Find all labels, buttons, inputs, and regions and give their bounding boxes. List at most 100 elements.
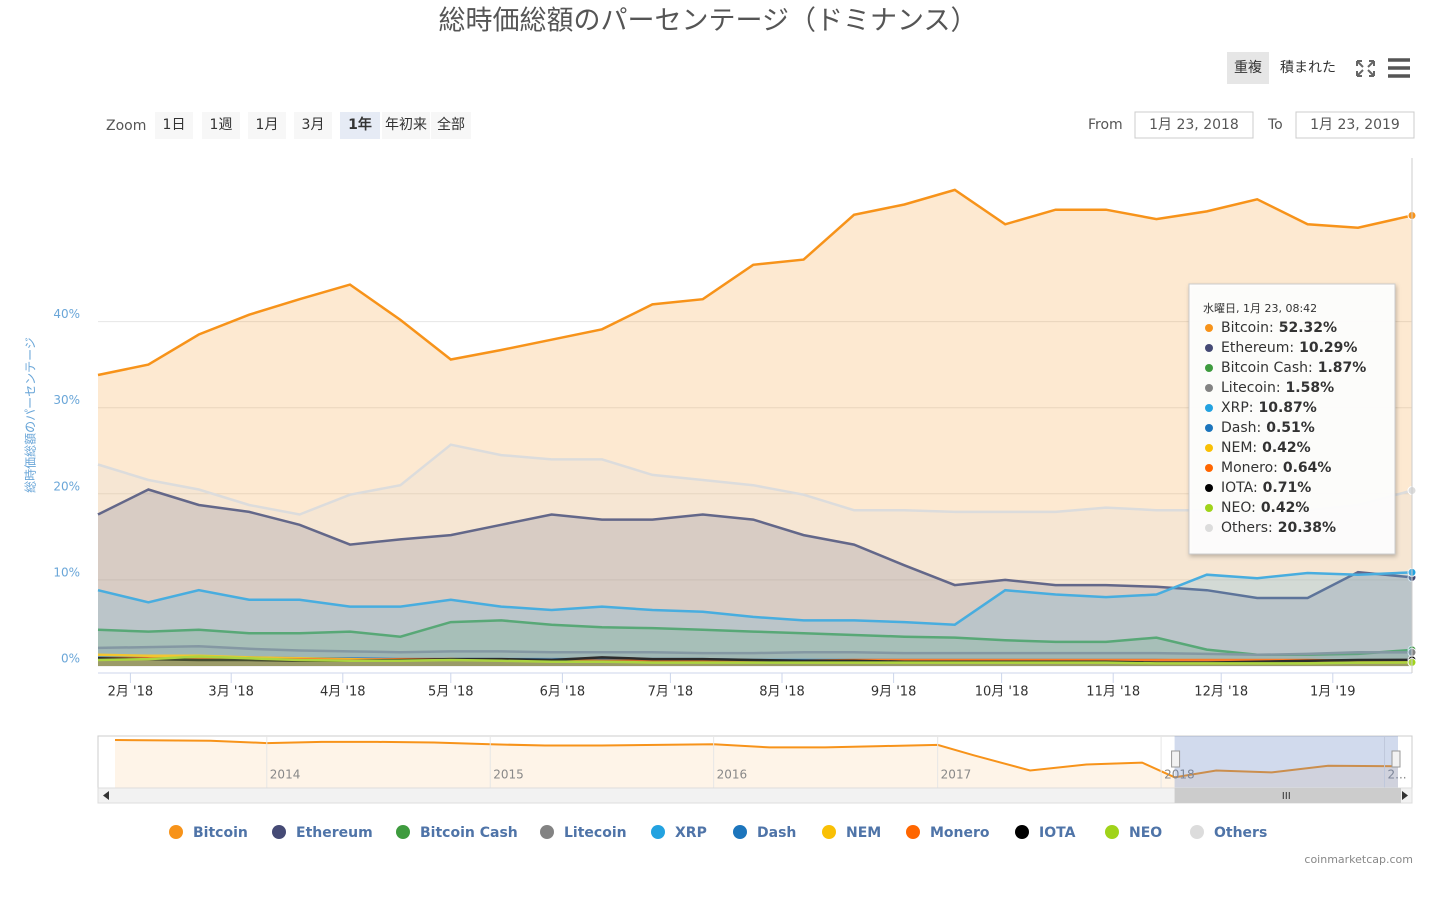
tooltip-item: Bitcoin Cash: 1.87% [1221,360,1366,376]
legend-item[interactable]: Ethereum [296,825,373,841]
legend-dot [906,825,920,839]
stacked-button[interactable]: 積まれた [1280,60,1336,76]
tooltip-dot [1205,424,1213,432]
to-input[interactable] [1295,111,1415,139]
scroll-right[interactable] [1402,791,1408,800]
scroll-left[interactable] [103,791,109,800]
tooltip-value: 10.87% [1258,400,1316,416]
y-tick-label: 10% [53,565,80,579]
zoom-button[interactable]: 年初来 [385,116,427,133]
legend-item[interactable]: Others [1214,825,1267,841]
navigator-area [115,740,1398,788]
overlap-button[interactable]: 重複 [1234,59,1262,76]
legend-item[interactable]: Litecoin [564,825,627,841]
navigator-bg [97,735,1413,789]
tooltip-value: 0.51% [1266,420,1315,436]
zoom-label: Zoom [106,118,146,134]
navigator-selection[interactable] [1174,736,1398,788]
y-axis-title: 総時価総額のパーセンテージ [24,337,38,493]
legend-item[interactable]: NEM [846,825,881,841]
tooltip-dot [1205,404,1213,412]
legend-item[interactable]: XRP [675,825,707,841]
zoom-button[interactable]: 1週 [210,117,233,133]
navigator-line [114,739,1399,779]
series-area [98,572,1412,666]
series-line [97,644,1413,657]
legend-item[interactable]: Dash [757,825,796,841]
x-tick-label: 4月 '18 [320,685,366,700]
navigator-tick-label: 2... [1388,768,1407,782]
fullscreen-icon[interactable] [1356,60,1375,77]
legend-dot [1190,825,1204,839]
tooltip-value: 10.29% [1299,340,1357,356]
navigator-tick-label: 2014 [270,768,301,782]
series-line [97,655,1413,665]
credit: coinmarketcap.com [1304,853,1413,866]
tooltip-dot [1205,444,1213,452]
series-area [98,444,1412,666]
legend-dot [651,825,665,839]
tooltip-dot [1205,344,1213,352]
zoom-button[interactable]: 3月 [302,117,325,133]
tooltip-name: Bitcoin Cash: [1221,360,1313,376]
x-tick-label: 3月 '18 [208,685,254,700]
tooltip-dot [1205,364,1213,372]
navigator-handle[interactable] [1171,750,1181,768]
tooltip-name: Monero: [1221,460,1278,476]
tooltip-dot [1205,524,1213,532]
legend-dot [396,825,410,839]
tooltip-dot [1205,484,1213,492]
navigator-tick-label: 2017 [941,768,972,782]
tooltip-item: NEO: 0.42% [1221,500,1309,516]
tooltip-value: 0.42% [1261,500,1310,516]
series-area [98,489,1412,666]
scrollbar-thumb[interactable] [1174,788,1401,803]
tooltip-item: Litecoin: 1.58% [1221,380,1334,396]
tooltip-item: NEM: 0.42% [1221,440,1311,456]
navigator-handle[interactable] [1391,750,1401,768]
legend-item[interactable]: NEO [1129,825,1162,841]
navigator-tick-label: 2016 [717,768,748,782]
zoom-button[interactable]: 1日 [163,117,186,133]
legend-item[interactable]: Monero [930,825,990,841]
legend-item[interactable]: Bitcoin [193,825,248,841]
tooltip-item: Others: 20.38% [1221,520,1336,536]
zoom-button[interactable]: 1月 [256,117,279,133]
tooltip-box [1188,283,1396,555]
legend-dot [169,825,183,839]
x-tick-label: 6月 '18 [540,685,586,700]
series-line [97,188,1413,377]
menu-icon[interactable] [1388,58,1410,78]
scrollbar-track [97,787,1413,804]
from-label: From [1088,117,1123,133]
tooltip-item: Monero: 0.64% [1221,460,1331,476]
tooltip-value: 52.32% [1279,320,1337,336]
tooltip-name: Ethereum: [1221,340,1294,356]
button-bg[interactable] [1227,52,1269,84]
legend-dot [272,825,286,839]
tooltip-name: Bitcoin: [1221,320,1274,336]
y-tick-label: 40% [53,307,80,321]
legend-dot [1105,825,1119,839]
zoom-button-bg [382,112,430,139]
zoom-button[interactable]: 1年 [348,116,372,133]
tooltip-name: XRP: [1221,400,1253,416]
tooltip-item: Bitcoin: 52.32% [1221,320,1337,336]
tooltip-value: 0.64% [1283,460,1332,476]
zoom-button[interactable]: 全部 [437,116,465,133]
legend-item[interactable]: IOTA [1039,825,1076,841]
zoom-button-bg [294,112,332,139]
legend-dot [1015,825,1029,839]
to-value: 1月 23, 2019 [1310,117,1400,133]
tooltip-dot [1205,324,1213,332]
series-area [98,189,1412,666]
y-tick-label: 30% [53,393,80,407]
tooltip-item: IOTA: 0.71% [1221,480,1311,496]
legend-dot [540,825,554,839]
scroll-grip [1282,792,1290,799]
x-tick-label: 10月 '18 [975,685,1029,700]
from-input[interactable] [1134,111,1254,139]
tooltip-dot [1205,384,1213,392]
legend-item[interactable]: Bitcoin Cash [420,825,518,841]
zoom-button-bg [155,112,193,139]
